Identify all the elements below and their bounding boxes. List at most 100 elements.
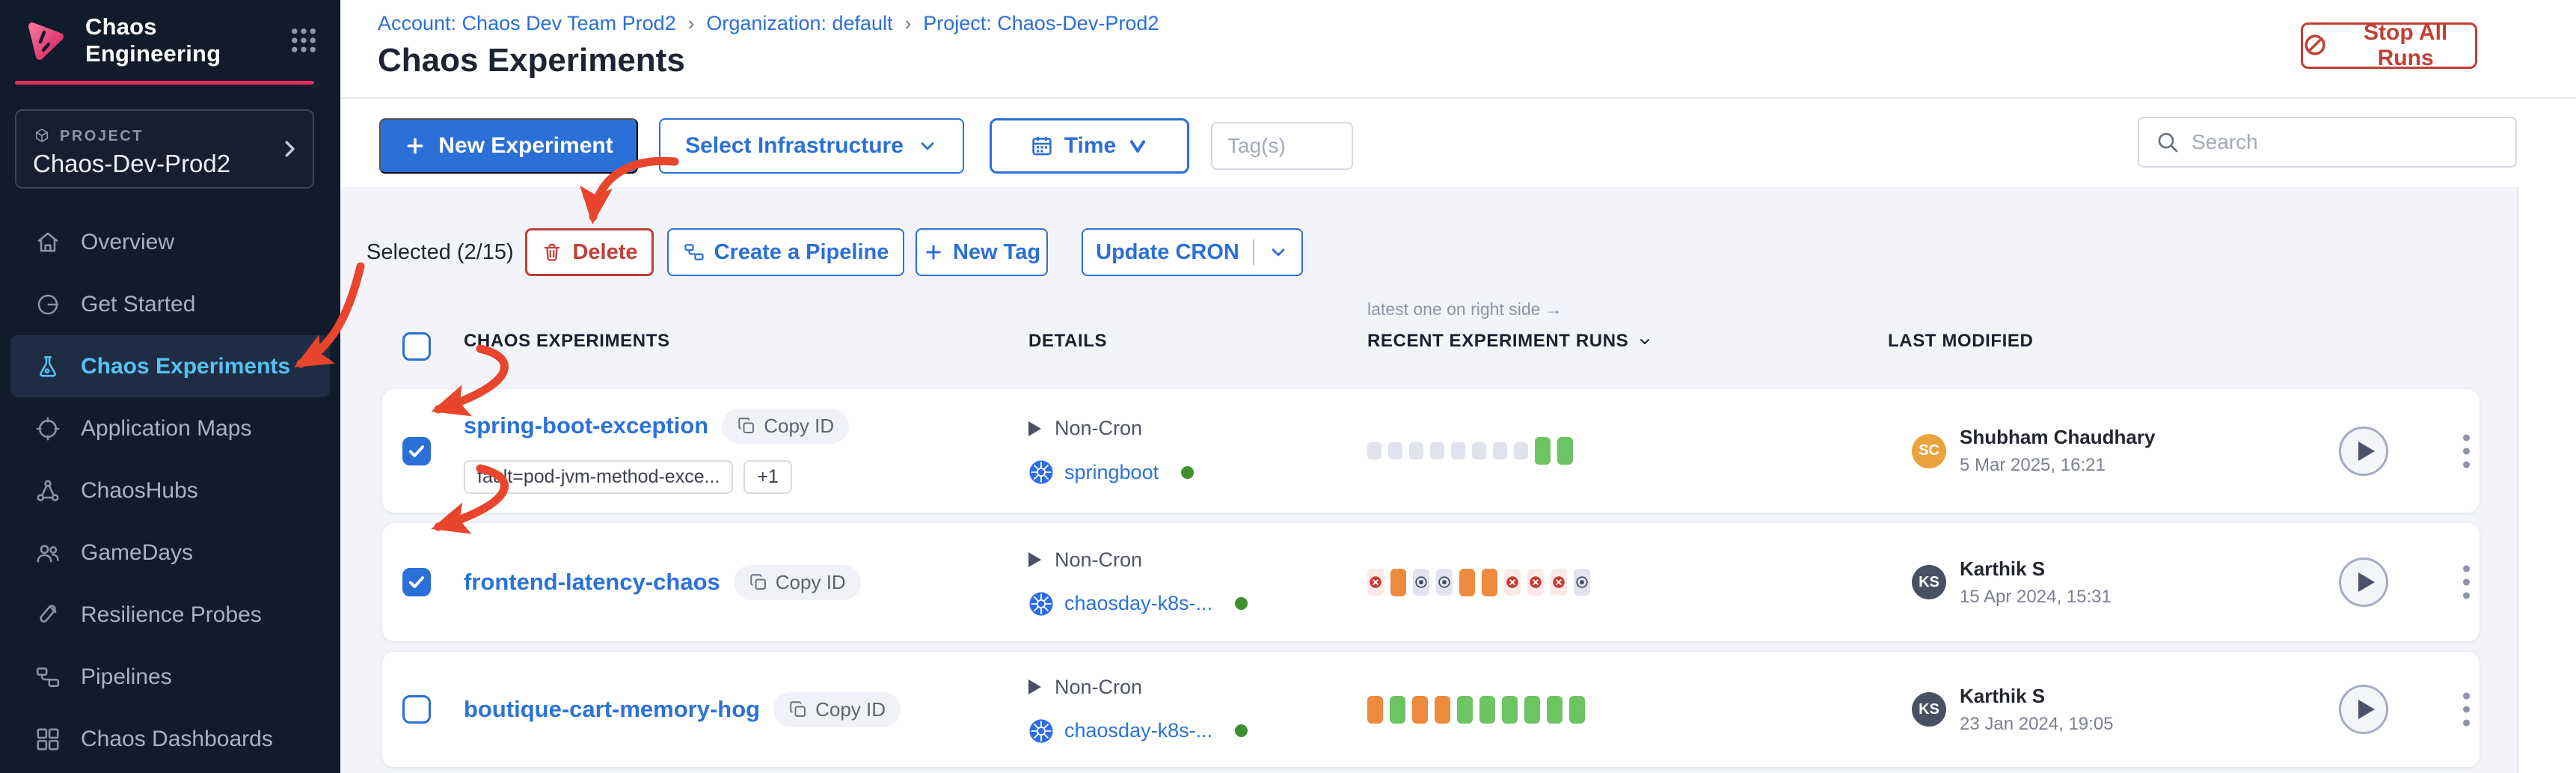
infrastructure-status-dot xyxy=(1235,597,1248,610)
copy-icon xyxy=(788,700,808,719)
run-status-stopped[interactable] xyxy=(1574,569,1590,596)
run-status-empty[interactable] xyxy=(1472,442,1486,459)
update-cron-button[interactable]: Update CRON xyxy=(1082,228,1303,276)
search-input[interactable] xyxy=(2192,130,2515,154)
sidebar-item-gamedays[interactable]: GameDays xyxy=(0,522,340,584)
new-experiment-button[interactable]: New Experiment xyxy=(379,118,638,174)
delete-button[interactable]: Delete xyxy=(525,228,654,276)
update-cron-label: Update CRON xyxy=(1096,239,1239,264)
sidebar-item-resilience-probes[interactable]: Resilience Probes xyxy=(0,584,340,646)
sidebar-item-label: Overview xyxy=(81,229,175,254)
column-header-recent-runs[interactable]: RECENT EXPERIMENT RUNS xyxy=(1367,331,1654,352)
run-status-passed[interactable] xyxy=(1535,437,1551,465)
run-experiment-button[interactable] xyxy=(2339,426,2388,476)
copy-id-button[interactable]: Copy ID xyxy=(722,408,850,444)
module-grid-icon[interactable] xyxy=(288,25,319,56)
run-experiment-button[interactable] xyxy=(2339,685,2388,734)
run-status-warning[interactable] xyxy=(1435,695,1450,724)
expand-triangle-icon[interactable] xyxy=(1028,421,1041,436)
flask-icon xyxy=(34,353,61,380)
run-status-passed[interactable] xyxy=(1479,695,1495,724)
modified-date: 23 Jan 2024, 19:05 xyxy=(1960,713,2114,734)
run-status-passed[interactable] xyxy=(1390,695,1405,724)
run-status-failed[interactable] xyxy=(1504,569,1521,596)
infrastructure-link[interactable]: chaosday-k8s-... xyxy=(1064,719,1213,742)
row-menu-button[interactable] xyxy=(2459,688,2474,731)
last-modified-cell: KS Karthik S 15 Apr 2024, 15:31 xyxy=(1912,523,2112,641)
infrastructure-status-dot xyxy=(1181,465,1195,479)
recent-runs-cell xyxy=(1367,523,1590,641)
run-status-passed[interactable] xyxy=(1457,695,1473,724)
run-status-warning[interactable] xyxy=(1390,568,1406,596)
sidebar-item-application-maps[interactable]: Application Maps xyxy=(0,397,340,459)
schedule-type: Non-Cron xyxy=(1055,417,1143,439)
tag-list: fault=pod-jvm-method-exce... +1 xyxy=(464,459,849,494)
stop-all-runs-button[interactable]: Stop All Runs xyxy=(2301,20,2477,70)
run-status-stopped[interactable] xyxy=(1436,569,1453,596)
expand-triangle-icon[interactable] xyxy=(1028,679,1041,694)
expand-triangle-icon[interactable] xyxy=(1028,552,1041,567)
run-status-warning[interactable] xyxy=(1482,568,1497,596)
run-status-failed[interactable] xyxy=(1367,569,1384,596)
breadcrumb-link[interactable]: Account: Chaos Dev Team Prod2 xyxy=(378,12,676,34)
sidebar-item-get-started[interactable]: Get Started xyxy=(0,273,340,335)
run-status-empty[interactable] xyxy=(1493,442,1507,459)
run-status-failed[interactable] xyxy=(1551,569,1567,596)
experiment-name-link[interactable]: frontend-latency-chaos xyxy=(464,569,720,595)
sidebar-item-chaos-experiments[interactable]: Chaos Experiments xyxy=(10,335,330,397)
runs-order-note: latest one on right side → xyxy=(1367,299,1563,319)
run-status-passed[interactable] xyxy=(1547,695,1563,724)
run-status-passed[interactable] xyxy=(1557,437,1573,465)
sidebar-item-label: Resilience Probes xyxy=(81,602,262,627)
tag-chip[interactable]: fault=pod-jvm-method-exce... xyxy=(464,459,734,494)
row-menu-button[interactable] xyxy=(2459,561,2474,604)
run-status-warning[interactable] xyxy=(1367,695,1383,724)
tags-filter-input[interactable] xyxy=(1211,122,1353,170)
run-status-failed[interactable] xyxy=(1527,569,1544,596)
sidebar-item-chaos-dashboards[interactable]: Chaos Dashboards xyxy=(0,708,340,770)
run-status-empty[interactable] xyxy=(1409,442,1423,459)
time-filter-dropdown[interactable]: Time xyxy=(990,118,1189,174)
create-pipeline-button[interactable]: Create a Pipeline xyxy=(667,228,904,276)
run-experiment-button[interactable] xyxy=(2339,557,2388,607)
row-checkbox[interactable] xyxy=(402,436,431,465)
experiment-name-link[interactable]: spring-boot-exception xyxy=(464,412,709,439)
run-status-passed[interactable] xyxy=(1502,695,1518,724)
chevron-down-icon xyxy=(1268,242,1289,263)
run-status-empty[interactable] xyxy=(1388,442,1402,459)
kubernetes-icon xyxy=(1028,718,1054,744)
run-status-warning[interactable] xyxy=(1412,695,1428,724)
run-status-empty[interactable] xyxy=(1367,442,1381,459)
experiment-name-link[interactable]: boutique-cart-memory-hog xyxy=(464,696,761,722)
infrastructure-link[interactable]: chaosday-k8s-... xyxy=(1064,592,1213,614)
column-header-experiments: CHAOS EXPERIMENTS xyxy=(464,331,670,351)
sidebar-item-overview[interactable]: Overview xyxy=(0,211,340,273)
copy-icon xyxy=(749,572,768,592)
row-menu-button[interactable] xyxy=(2459,430,2474,472)
infrastructure-link[interactable]: springboot xyxy=(1064,460,1159,483)
row-checkbox[interactable] xyxy=(402,568,431,596)
run-status-passed[interactable] xyxy=(1524,695,1540,724)
test-tube-icon xyxy=(34,602,61,629)
run-status-empty[interactable] xyxy=(1514,442,1528,459)
people-icon xyxy=(34,540,61,566)
project-selector[interactable]: PROJECT Chaos-Dev-Prod2 xyxy=(15,109,314,189)
column-header-last-modified: LAST MODIFIED xyxy=(1888,331,2034,351)
copy-id-button[interactable]: Copy ID xyxy=(773,691,901,727)
breadcrumb-link[interactable]: Project: Chaos-Dev-Prod2 xyxy=(923,12,1159,34)
run-status-empty[interactable] xyxy=(1430,442,1444,459)
sidebar-item-chaoshubs[interactable]: ChaosHubs xyxy=(0,459,340,522)
run-status-empty[interactable] xyxy=(1451,442,1465,459)
row-checkbox[interactable] xyxy=(402,695,431,724)
select-infrastructure-dropdown[interactable]: Select Infrastructure xyxy=(659,118,964,174)
run-status-passed[interactable] xyxy=(1569,695,1585,724)
select-all-checkbox[interactable] xyxy=(402,332,431,361)
new-tag-button[interactable]: New Tag xyxy=(916,228,1048,276)
run-status-stopped[interactable] xyxy=(1413,569,1429,596)
sidebar-item-pipelines[interactable]: Pipelines xyxy=(0,646,340,708)
tag-chip[interactable]: +1 xyxy=(743,459,792,494)
run-status-warning[interactable] xyxy=(1459,568,1475,596)
copy-id-button[interactable]: Copy ID xyxy=(733,564,861,600)
breadcrumb-link[interactable]: Organization: default xyxy=(706,12,893,34)
